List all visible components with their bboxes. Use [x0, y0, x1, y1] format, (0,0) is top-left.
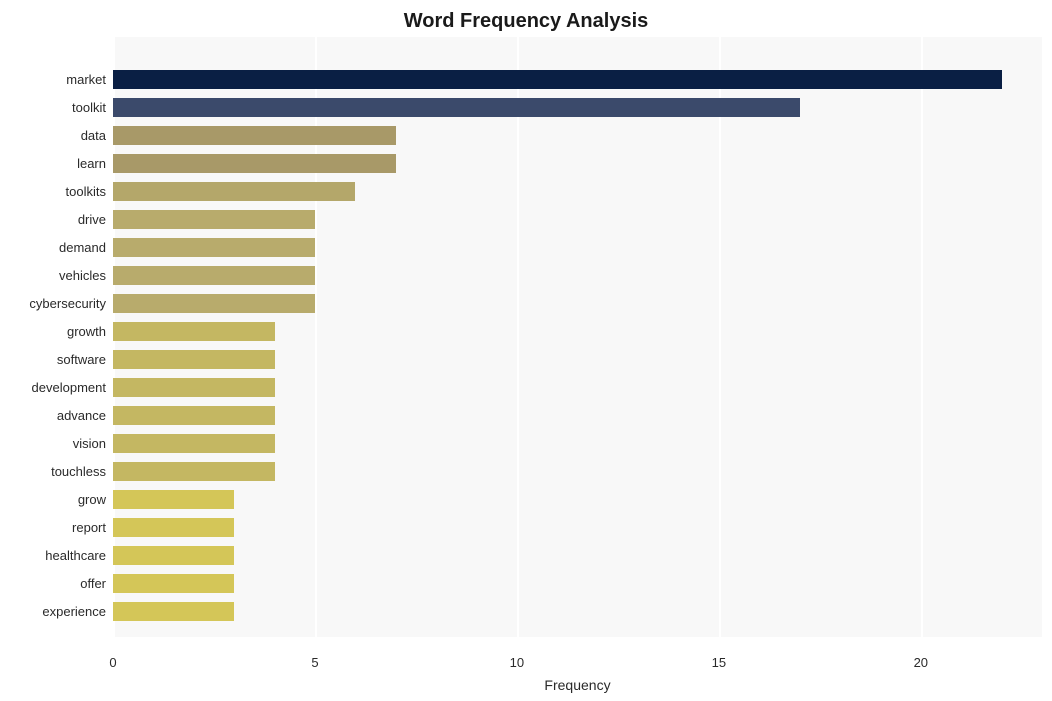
bar-row [113, 541, 1042, 569]
bar [113, 294, 315, 313]
bar-row [113, 485, 1042, 513]
bar [113, 378, 275, 397]
chart-title: Word Frequency Analysis [0, 10, 1052, 33]
x-tick-label: 10 [510, 655, 524, 670]
bar-row [113, 289, 1042, 317]
x-tick-label: 15 [712, 655, 726, 670]
y-tick-label: vision [0, 429, 106, 457]
y-tick-label: data [0, 121, 106, 149]
y-tick-label: healthcare [0, 541, 106, 569]
bar [113, 574, 234, 593]
y-tick-label: advance [0, 401, 106, 429]
bar [113, 490, 234, 509]
y-tick-label: toolkits [0, 177, 106, 205]
y-axis-labels: markettoolkitdatalearntoolkitsdrivedeman… [0, 37, 106, 637]
bar-row [113, 373, 1042, 401]
y-tick-label: drive [0, 205, 106, 233]
x-tick-label: 0 [109, 655, 116, 670]
bar-row [113, 401, 1042, 429]
y-tick-label: toolkit [0, 93, 106, 121]
bar-row [113, 457, 1042, 485]
bar [113, 182, 355, 201]
bar [113, 518, 234, 537]
bar [113, 266, 315, 285]
bar-row [113, 233, 1042, 261]
y-tick-label: experience [0, 597, 106, 625]
y-tick-label: touchless [0, 457, 106, 485]
bar-row [113, 569, 1042, 597]
bar [113, 462, 275, 481]
y-tick-label: growth [0, 317, 106, 345]
x-tick-label: 5 [311, 655, 318, 670]
bar [113, 238, 315, 257]
y-tick-label: software [0, 345, 106, 373]
y-tick-label: offer [0, 569, 106, 597]
bar [113, 602, 234, 621]
y-tick-label: demand [0, 233, 106, 261]
bar-row [113, 205, 1042, 233]
bar-row [113, 429, 1042, 457]
bar-row [113, 93, 1042, 121]
x-axis-label: Frequency [113, 677, 1042, 693]
bar-row [113, 317, 1042, 345]
y-tick-label: market [0, 65, 106, 93]
bar-row [113, 65, 1042, 93]
chart-container: Word Frequency Analysis markettoolkitdat… [0, 0, 1052, 701]
bar [113, 98, 800, 117]
y-tick-label: learn [0, 149, 106, 177]
bar-row [113, 149, 1042, 177]
bar [113, 70, 1002, 89]
plot-area [113, 37, 1042, 637]
y-tick-label: vehicles [0, 261, 106, 289]
bar-row [113, 121, 1042, 149]
y-tick-label: report [0, 513, 106, 541]
bar [113, 322, 275, 341]
bar-row [113, 597, 1042, 625]
bar [113, 350, 275, 369]
bar [113, 126, 396, 145]
y-tick-label: grow [0, 485, 106, 513]
bar-row [113, 345, 1042, 373]
bar [113, 434, 275, 453]
bar [113, 546, 234, 565]
bar-row [113, 261, 1042, 289]
y-tick-label: development [0, 373, 106, 401]
bar [113, 154, 396, 173]
x-tick-label: 20 [914, 655, 928, 670]
y-tick-label: cybersecurity [0, 289, 106, 317]
bar [113, 406, 275, 425]
bar-row [113, 177, 1042, 205]
bar-row [113, 513, 1042, 541]
bar [113, 210, 315, 229]
